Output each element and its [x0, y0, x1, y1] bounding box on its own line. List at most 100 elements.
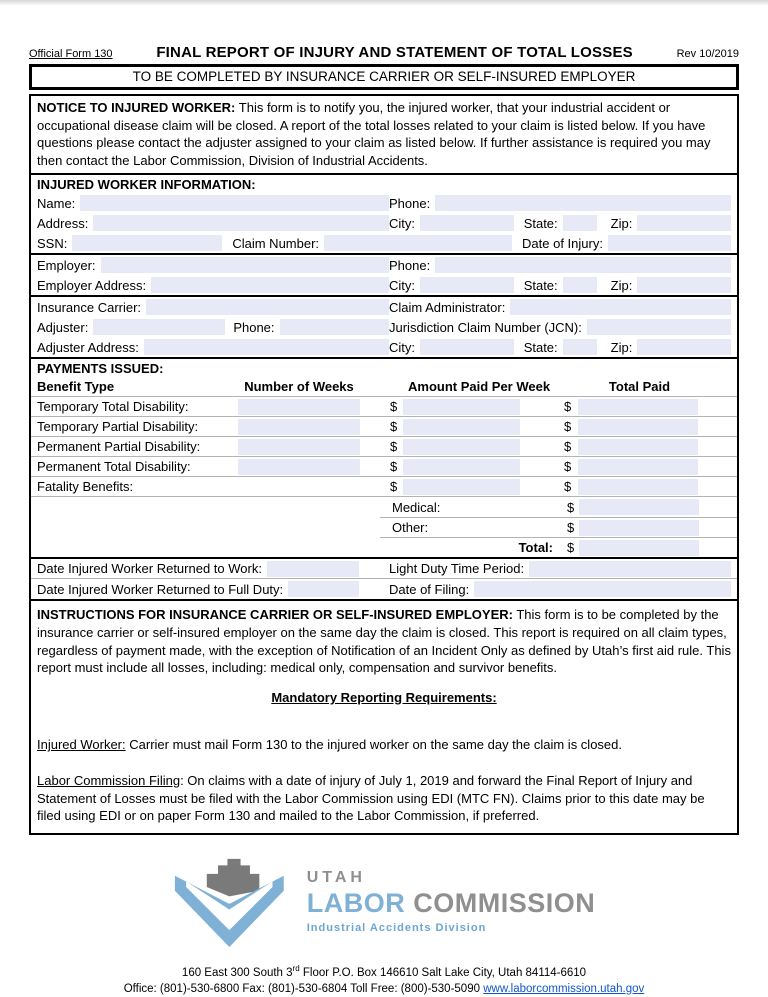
employer-address-field[interactable] [151, 277, 389, 294]
worker-address-field[interactable] [93, 215, 389, 232]
adjuster-address-field[interactable] [143, 339, 389, 356]
jcn-field[interactable] [586, 319, 731, 336]
injured-worker-req-text: Carrier must mail Form 130 to the injure… [125, 737, 623, 753]
light-duty-period-field[interactable] [529, 560, 731, 577]
labor-commission-logo-icon [174, 858, 284, 947]
employer-field[interactable] [100, 257, 389, 274]
notice-section: NOTICE TO INJURED WORKER: This form is t… [31, 96, 737, 176]
col-benefit-type: Benefit Type [37, 379, 115, 395]
adjuster-address-row: Adjuster Address: City: State: Zip: [31, 337, 737, 357]
ppd-weeks-field[interactable] [238, 438, 360, 455]
ptd-total-field[interactable] [578, 458, 698, 475]
light-duty-label: Light Duty Time Period: [389, 561, 525, 577]
worker-state-field[interactable] [562, 215, 597, 232]
dollar-sign: $ [567, 499, 575, 515]
adjuster-zip-label: Zip: [610, 339, 633, 355]
benefit-label: Fatality Benefits: [37, 479, 134, 495]
tpd-total-field[interactable] [578, 418, 698, 435]
employer-state-label: State: [523, 277, 558, 293]
returned-to-work-label: Date Injured Worker Returned to Work: [37, 561, 262, 577]
dollar-sign: $ [390, 479, 398, 495]
employer-section: Employer: Phone: Employer Address: City:… [31, 255, 737, 298]
adjuster-zip-field[interactable] [637, 339, 732, 356]
claim-number-label: Claim Number: [232, 235, 320, 251]
benefit-row-ppd: Permanent Partial Disability: $ $ [31, 437, 737, 458]
total-row: Total: $ [380, 537, 737, 557]
date-of-injury-field[interactable] [607, 235, 731, 252]
insurance-carrier-row: Insurance Carrier: Claim Administrator: [31, 297, 737, 317]
adjuster-address-label: Adjuster Address: [37, 339, 139, 355]
insurance-carrier-field[interactable] [146, 299, 389, 316]
injured-worker-req-label: Injured Worker: [37, 737, 126, 753]
fatality-total-field[interactable] [578, 478, 698, 495]
ttd-weeks-field[interactable] [238, 398, 360, 415]
tpd-amount-field[interactable] [403, 418, 520, 435]
employer-city-field[interactable] [420, 277, 514, 294]
worker-city-field[interactable] [420, 215, 514, 232]
ssn-field[interactable] [72, 235, 223, 252]
ttd-amount-field[interactable] [403, 398, 520, 415]
dollar-sign: $ [390, 399, 398, 415]
worker-name-field[interactable] [80, 195, 389, 212]
payments-heading: PAYMENTS ISSUED: [37, 361, 164, 377]
date-of-filing-label: Date of Filing: [389, 581, 470, 597]
other-amount-field[interactable] [579, 519, 700, 536]
logo-division-text: Industrial Accidents Division [306, 922, 487, 935]
mandatory-reporting-heading: Mandatory Reporting Requirements: [271, 689, 497, 705]
footer-phone-numbers: Office: (801)-530-6800 Fax: (801)-530-68… [123, 982, 484, 995]
adjuster-city-label: City: [389, 339, 415, 355]
adjuster-city-field[interactable] [420, 339, 514, 356]
footer-contact-line: Office: (801)-530-6800 Fax: (801)-530-68… [29, 981, 739, 997]
employer-zip-field[interactable] [637, 277, 732, 294]
date-of-injury-label: Date of Injury: [522, 235, 603, 251]
jcn-label: Jurisdiction Claim Number (JCN): [389, 319, 582, 335]
dollar-sign: $ [390, 419, 398, 435]
col-amount-per-week: Amount Paid Per Week [408, 379, 551, 395]
tpd-weeks-field[interactable] [238, 418, 360, 435]
medical-amount-field[interactable] [579, 499, 700, 516]
ttd-total-field[interactable] [578, 398, 698, 415]
worker-ssn-row: SSN: Claim Number: Date of Injury: [31, 233, 737, 253]
ppd-total-field[interactable] [578, 438, 698, 455]
ptd-amount-field[interactable] [403, 458, 520, 475]
ptd-weeks-field[interactable] [238, 458, 360, 475]
claim-administrator-label: Claim Administrator: [389, 299, 506, 315]
footer-address-line: 160 East 300 South 3rd Floor P.O. Box 14… [29, 961, 739, 981]
fatality-amount-field[interactable] [403, 478, 520, 495]
adjuster-field[interactable] [93, 319, 226, 336]
adjuster-phone-field[interactable] [279, 319, 389, 336]
footer-address-ordinal: rd [292, 963, 300, 973]
instructions-label: INSTRUCTIONS FOR INSURANCE CARRIER OR SE… [37, 607, 513, 623]
medical-label: Medical: [392, 499, 441, 515]
ppd-amount-field[interactable] [403, 438, 520, 455]
worker-zip-field[interactable] [637, 215, 732, 232]
worker-city-label: City: [389, 215, 415, 231]
returned-full-duty-date-field[interactable] [288, 581, 359, 598]
returned-full-duty-label: Date Injured Worker Returned to Full Dut… [37, 581, 284, 597]
employer-state-field[interactable] [562, 277, 597, 294]
dollar-sign: $ [564, 419, 572, 435]
dollar-sign: $ [564, 459, 572, 475]
employer-row: Employer: Phone: [31, 255, 737, 275]
date-of-filing-field[interactable] [474, 581, 731, 598]
adjuster-state-field[interactable] [562, 339, 597, 356]
employer-phone-field[interactable] [435, 257, 731, 274]
completion-banner: TO BE COMPLETED BY INSURANCE CARRIER OR … [29, 64, 739, 90]
employer-address-label: Employer Address: [37, 277, 147, 293]
instructions-paragraph: INSTRUCTIONS FOR INSURANCE CARRIER OR SE… [37, 606, 731, 676]
employer-phone-label: Phone: [389, 257, 431, 273]
instructions-section: INSTRUCTIONS FOR INSURANCE CARRIER OR SE… [31, 601, 737, 832]
claim-administrator-field[interactable] [510, 299, 731, 316]
total-paid-field[interactable] [579, 539, 700, 556]
labor-commission-website-link[interactable]: www.laborcommission.utah.gov [483, 982, 645, 995]
payments-header-row: Benefit Type Number of Weeks Amount Paid… [31, 377, 737, 398]
worker-section-heading: INJURED WORKER INFORMATION: [37, 177, 256, 193]
dates-section: Date Injured Worker Returned to Work: Li… [31, 559, 737, 602]
worker-phone-field[interactable] [435, 195, 731, 212]
returned-to-work-date-field[interactable] [266, 560, 359, 577]
col-total-paid: Total Paid [608, 379, 671, 395]
other-label: Other: [392, 520, 429, 536]
dollar-sign: $ [390, 459, 398, 475]
claim-number-field[interactable] [324, 235, 513, 252]
adjuster-state-label: State: [523, 339, 558, 355]
